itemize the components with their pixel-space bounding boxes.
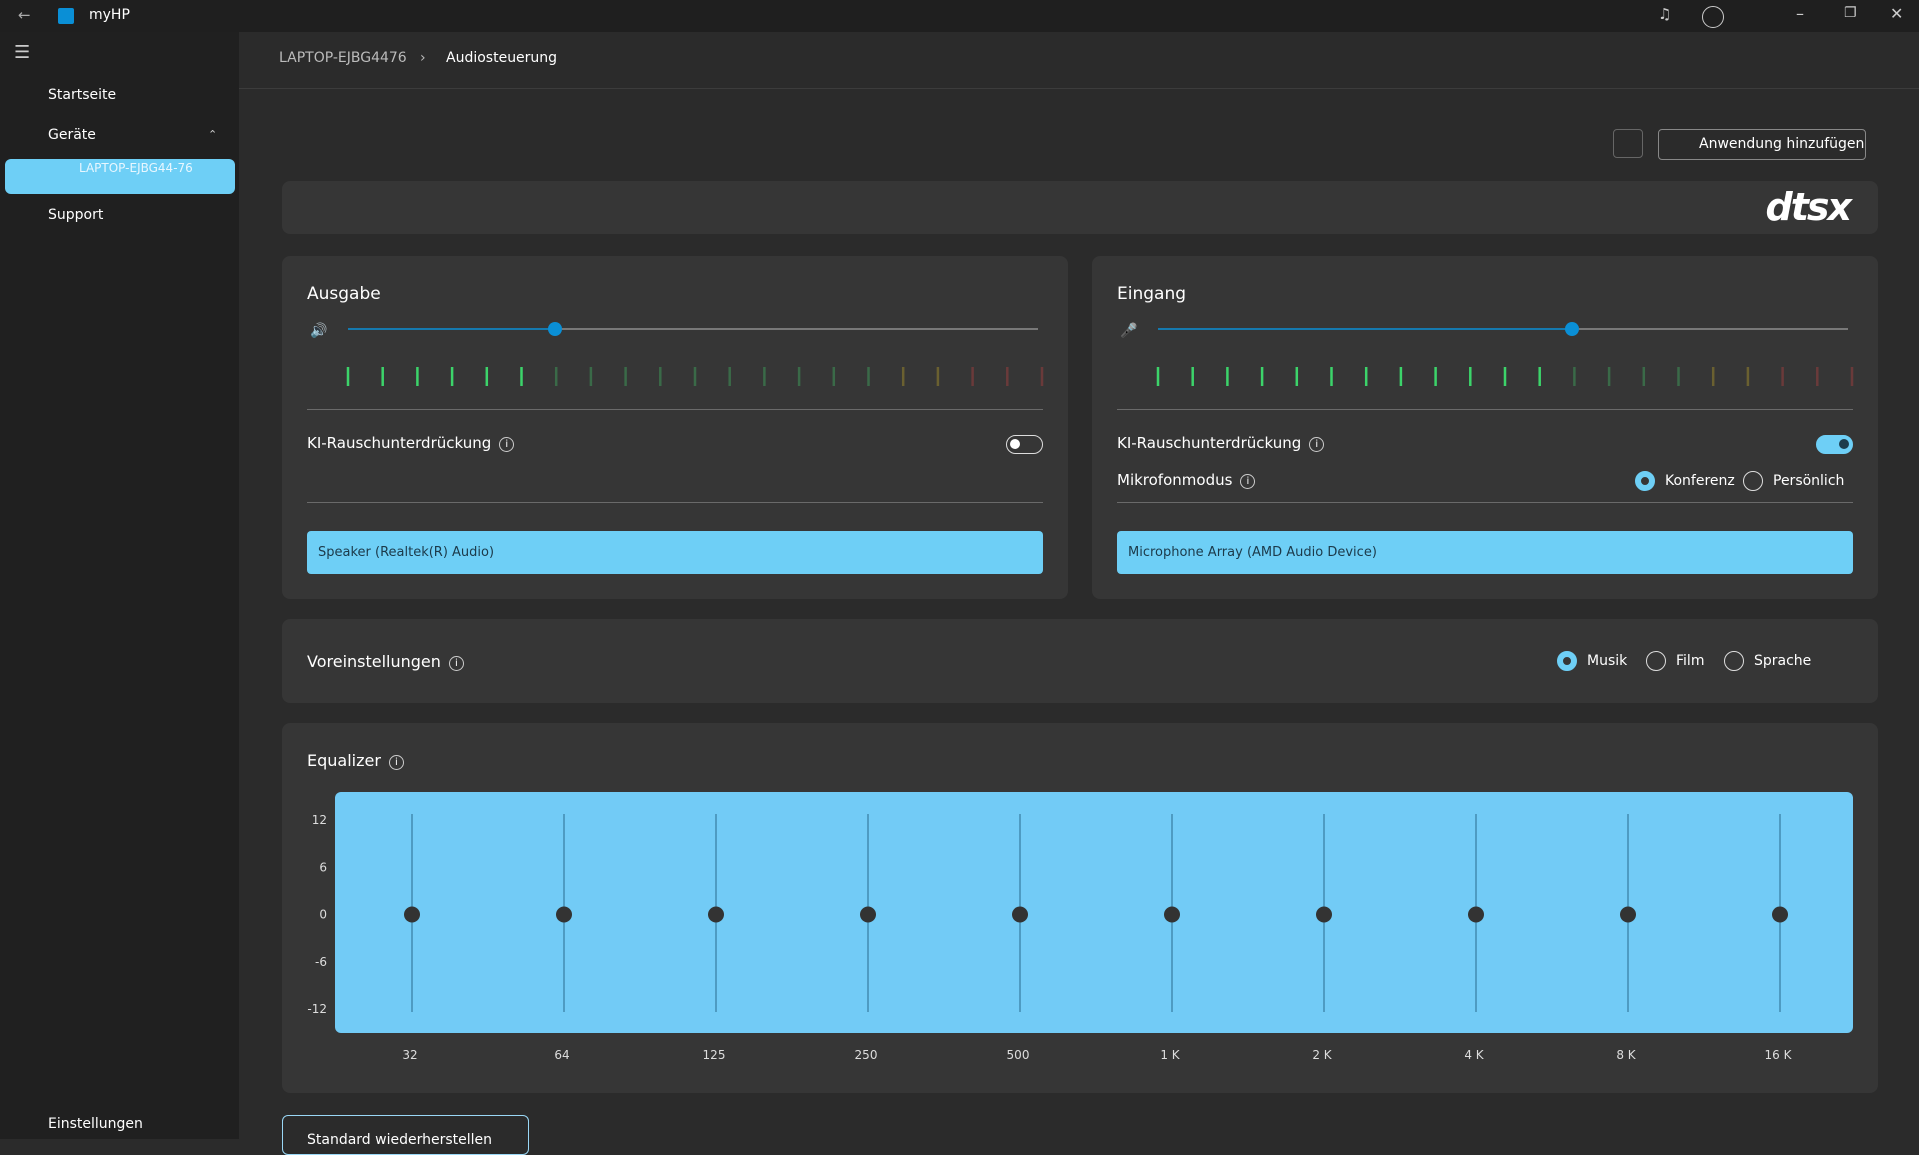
account-button[interactable] — [1702, 6, 1724, 28]
noise-label: KI-Rauschunterdrückung i — [307, 434, 515, 452]
presets-label-text: Voreinstellungen — [307, 652, 441, 671]
band-label: 64 — [554, 1048, 569, 1062]
y-tick-label: 12 — [312, 813, 327, 827]
band-label: 1 K — [1160, 1048, 1180, 1062]
brand-card: dtsx — [282, 181, 1878, 234]
reset-label: Standard wiederherstellen — [307, 1132, 493, 1148]
equalizer-chart: 12 6 0 -6 -12 32 64 125 250 500 1 K 2 K 4 K 8 K 16 K — [307, 792, 1853, 1062]
add-app-label: Anwendung hinzufügen — [1699, 136, 1865, 152]
add-app-button[interactable]: Anwendung hinzufügen — [1658, 129, 1866, 160]
close[interactable]: ✕ — [1890, 4, 1904, 23]
breadcrumb-current: Audiosteuerung — [446, 50, 558, 66]
y-tick-label: 6 — [319, 860, 327, 874]
input-device-select[interactable]: Microphone Array (AMD Audio Device) — [1117, 531, 1853, 574]
band-thumb[interactable] — [1316, 906, 1332, 923]
band-thumb[interactable] — [1620, 906, 1636, 923]
nav-device-selected[interactable]: LAPTOP-EJBG44-76 — [5, 159, 235, 194]
mic-mode-label-text: Mikrofonmodus — [1117, 471, 1233, 489]
radio-label: Persönlich — [1773, 473, 1845, 489]
output-card: Ausgabe KI-Rauschunterdrückung i Speaker … — [282, 256, 1068, 599]
band-label: 32 — [402, 1048, 417, 1062]
y-tick-label: -6 — [315, 955, 327, 969]
equalizer-card: Equalizer i 12 6 0 -6 -12 32 64 125 250 500 1 K 2 K 4… — [282, 723, 1878, 1093]
toggle-knob — [1010, 439, 1020, 449]
band-label: 4 K — [1464, 1048, 1484, 1062]
sidebar: ☰ Startseite Geräte ⌃ LAPTOP-EJBG44-76 S… — [0, 32, 239, 1139]
mic-mode-label: Mikrofonmodus i — [1117, 471, 1256, 489]
band-label: 250 — [855, 1048, 878, 1062]
input-card: Eingang KI-Rauschunterdrückung i Mikrofon… — [1092, 256, 1878, 599]
radio-label: Sprache — [1754, 653, 1812, 669]
radio-label: Konferenz — [1665, 473, 1735, 489]
noise-label-text: KI-Rauschunterdrückung — [307, 434, 492, 452]
app-name: myHP — [89, 7, 130, 23]
breadcrumb-bar: LAPTOP-EJBG4476 › Audiosteuerung — [239, 32, 1919, 89]
title-bar: ← myHP – ❐ ✕ ♫ — [0, 0, 1919, 32]
y-tick-label: -12 — [307, 1002, 327, 1016]
equalizer-area — [335, 792, 1853, 1033]
output-device-select[interactable]: Speaker (Realtek(R) Audio) — [307, 531, 1043, 574]
divider — [307, 409, 1043, 410]
breadcrumb-separator: › — [420, 50, 426, 66]
band-thumb[interactable] — [556, 906, 572, 923]
volume-slider: 🎤 — [1120, 321, 1854, 386]
collapse[interactable]: ⌃ — [208, 128, 218, 141]
noise-toggle[interactable] — [1006, 435, 1043, 454]
dts-logo: dtsx — [1765, 185, 1852, 229]
radio[interactable] — [1743, 471, 1763, 491]
noise-toggle[interactable] — [1816, 435, 1853, 454]
band-thumb[interactable] — [708, 906, 724, 923]
noise-label-text: KI-Rauschunterdrückung — [1117, 434, 1302, 452]
slider-icon: 🔊 — [310, 321, 327, 339]
divider — [1117, 502, 1853, 503]
nav-settings[interactable]: Einstellungen — [48, 1116, 143, 1132]
app-icon — [58, 8, 74, 24]
band-label: 500 — [1007, 1048, 1030, 1062]
radio[interactable] — [1724, 651, 1744, 671]
input-title: Eingang — [1117, 284, 1187, 304]
slider-thumb[interactable] — [548, 322, 562, 336]
presets-card: Voreinstellungen i Musik Film Sprache — [282, 619, 1878, 703]
band-thumb[interactable] — [1012, 906, 1028, 923]
radio-label: Musik — [1587, 653, 1628, 669]
band-label: 16 K — [1765, 1048, 1793, 1062]
breadcrumb-device[interactable]: LAPTOP-EJBG4476 — [279, 50, 407, 66]
band-label: 2 K — [1312, 1048, 1332, 1062]
presets-label: Voreinstellungen i — [307, 652, 464, 671]
divider — [307, 502, 1043, 503]
band-thumb[interactable] — [1772, 906, 1788, 923]
reset-button[interactable]: Standard wiederherstellen — [282, 1115, 529, 1155]
device-name: LAPTOP-EJBG44-76 — [79, 161, 193, 175]
radio[interactable] — [1557, 651, 1577, 671]
notifications[interactable]: ♫ — [1658, 5, 1672, 23]
device-view-button[interactable] — [1613, 129, 1643, 158]
band-label: 8 K — [1616, 1048, 1636, 1062]
band-thumb[interactable] — [1468, 906, 1484, 923]
radio[interactable] — [1635, 471, 1655, 491]
toggle-knob — [1839, 439, 1849, 449]
volume-slider: 🔊 — [310, 321, 1044, 386]
radio[interactable] — [1646, 651, 1666, 671]
back-button[interactable]: ← — [18, 6, 31, 24]
slider-thumb[interactable] — [1565, 322, 1579, 336]
menu-button[interactable]: ☰ — [14, 42, 31, 63]
nav-home[interactable]: Startseite — [48, 87, 117, 103]
band-label: 125 — [703, 1048, 726, 1062]
divider — [1117, 409, 1853, 410]
noise-label: KI-Rauschunterdrückung i — [1117, 434, 1325, 452]
equalizer-label-text: Equalizer — [307, 751, 381, 770]
band-thumb[interactable] — [860, 906, 876, 923]
equalizer-label: Equalizer i — [307, 751, 404, 770]
radio-label: Film — [1676, 653, 1705, 669]
y-tick-label: 0 — [319, 908, 327, 922]
minimize[interactable]: – — [1796, 4, 1804, 23]
slider-icon: 🎤 — [1120, 321, 1138, 339]
nav-devices[interactable]: Geräte — [48, 127, 96, 143]
band-thumb[interactable] — [404, 906, 420, 923]
nav-support[interactable]: Support — [48, 207, 104, 223]
band-thumb[interactable] — [1164, 906, 1180, 923]
restore[interactable]: ❐ — [1844, 5, 1857, 21]
output-title: Ausgabe — [307, 284, 381, 304]
